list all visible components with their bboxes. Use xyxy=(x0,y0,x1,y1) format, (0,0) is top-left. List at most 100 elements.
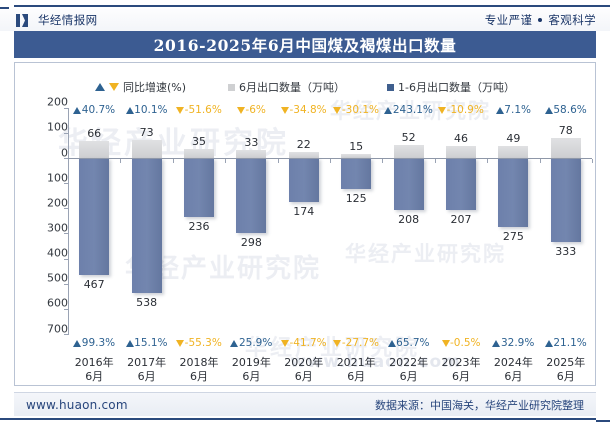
x-axis-tick-mark xyxy=(120,159,122,163)
chart-legend: 同比增速(%) 6月出口数量（万吨） 1-6月出口数量（万吨） xyxy=(14,76,596,98)
bar-june-export[interactable] xyxy=(236,149,267,158)
bar-label-cumulative-export: 125 xyxy=(345,192,367,206)
legend-item-cumulative[interactable]: 1-6月出口数量（万吨） xyxy=(387,79,515,95)
triangle-up-icon xyxy=(492,340,501,348)
bar-june-export[interactable] xyxy=(341,154,372,158)
growth-label-cumulative: -55.3% xyxy=(165,338,233,349)
bar-june-export[interactable] xyxy=(446,146,476,158)
bar-cumulative-export[interactable] xyxy=(131,158,162,294)
y-axis-tick-mark xyxy=(64,183,69,185)
blue-square-icon xyxy=(387,83,395,91)
y-axis-tick-label: 500 xyxy=(47,271,68,285)
bar-cumulative-export[interactable] xyxy=(236,158,267,233)
bar-june-export[interactable] xyxy=(393,144,424,158)
bar-group[interactable]: 52 208 243.1% 65.7% 2022年 6月 xyxy=(384,62,433,386)
bar-label-cumulative-export: 236 xyxy=(188,220,210,234)
growth-label-june: -51.6% xyxy=(165,105,233,116)
bar-label-cumulative-export: 538 xyxy=(136,296,158,310)
bottom-rule-notch xyxy=(596,416,610,422)
x-axis-tick-mark xyxy=(487,159,489,163)
footer-bar: www.huaon.com 数据来源：中国海关，华经产业研究院整理 xyxy=(14,392,596,416)
x-axis-tick-mark xyxy=(592,159,593,163)
bar-cumulative-export[interactable] xyxy=(446,158,476,211)
bar-group[interactable]: 33 298 -6% 25.9% 2019年 6月 xyxy=(230,62,272,386)
bar-group[interactable]: 49 275 7.1% 32.9% 2024年 6月 xyxy=(492,62,534,386)
bar-label-cumulative-export: 208 xyxy=(398,213,420,227)
bar-label-cumulative-export: 298 xyxy=(240,235,262,249)
plot-bars-area: 66 467 40.7% 99.3% 2016年 6月 73 538 10.1% 15.1% 201… xyxy=(68,62,592,386)
bar-cumulative-export[interactable] xyxy=(393,158,424,211)
y-axis-tick-label: 300 xyxy=(47,221,68,235)
triangle-down-icon xyxy=(441,340,450,348)
x-axis-category-label: 2016年 6月 xyxy=(74,356,114,383)
legend-label-growth: 同比增速(%) xyxy=(122,81,187,94)
bar-cumulative-export[interactable] xyxy=(550,158,581,242)
bar-cumulative-export[interactable] xyxy=(184,158,214,218)
slogan-right: 客观科学 xyxy=(548,13,596,27)
triangle-down-icon xyxy=(108,83,119,91)
bar-group[interactable]: 78 333 58.6% 21.1% 2025年 6月 xyxy=(544,62,587,386)
y-axis-tick-mark xyxy=(64,132,69,134)
triangle-down-icon xyxy=(438,106,447,114)
bottom-rule-line xyxy=(0,418,596,420)
bar-cumulative-export[interactable] xyxy=(79,158,110,276)
growth-label-cumulative: -41.7% xyxy=(270,338,338,349)
bar-cumulative-export[interactable] xyxy=(288,158,319,202)
y-axis-tick-label: 400 xyxy=(47,246,68,260)
footer-source: 数据来源：中国海关，华经产业研究院整理 xyxy=(375,398,584,412)
triangle-down-icon xyxy=(333,340,342,348)
bar-june-export[interactable] xyxy=(550,138,581,158)
bar-june-export[interactable] xyxy=(498,145,529,158)
y-axis-tick-label: 200 xyxy=(47,196,68,210)
x-axis-category-label: 2019年 6月 xyxy=(231,356,271,383)
bar-group[interactable]: 22 174 -34.8% -41.7% 2020年 6月 xyxy=(280,62,327,386)
legend-item-june[interactable]: 6月出口数量（万吨） xyxy=(228,79,345,95)
y-axis-tick-mark xyxy=(64,334,69,336)
triangle-down-icon xyxy=(280,106,289,114)
bar-group[interactable]: 73 538 10.1% 15.1% 2017年 6月 xyxy=(125,62,168,386)
growth-label-cumulative: -0.5% xyxy=(427,338,495,349)
growth-label-june: -30.1% xyxy=(322,105,390,116)
triangle-up-icon xyxy=(544,106,553,114)
growth-label-june: 40.7% xyxy=(60,105,128,116)
bar-group[interactable]: 46 207 -10.9% -0.5% 2023年 6月 xyxy=(438,62,484,386)
bar-june-export[interactable] xyxy=(79,141,110,158)
y-axis-tick-mark xyxy=(64,158,69,159)
y-axis-tick-label: 600 xyxy=(47,296,68,310)
x-axis-category-label: 2020年 6月 xyxy=(284,356,324,383)
slogan-left: 专业严谨 xyxy=(484,13,533,27)
zero-axis-line xyxy=(68,158,592,159)
triangle-down-icon xyxy=(280,340,289,348)
y-axis-line xyxy=(68,109,69,335)
bar-group[interactable]: 35 236 -51.6% -55.3% 2018年 6月 xyxy=(176,62,222,386)
triangle-up-icon xyxy=(73,340,82,348)
triangle-up-icon xyxy=(125,106,134,114)
legend-label-cumulative: 1-6月出口数量（万吨） xyxy=(398,81,515,94)
x-axis-category-label: 2021年 6月 xyxy=(336,356,376,383)
bar-group[interactable]: 66 467 40.7% 99.3% 2016年 6月 xyxy=(73,62,115,386)
top-rule-notch xyxy=(0,3,9,9)
x-axis-category-label: 2017年 6月 xyxy=(127,356,167,383)
bullet-dot-icon xyxy=(538,18,543,22)
bar-label-june-export: 15 xyxy=(349,140,364,154)
y-axis-tick-label: 0 xyxy=(61,146,68,159)
triangle-down-icon xyxy=(176,340,185,348)
x-axis-tick-mark xyxy=(68,159,69,163)
x-axis-tick-mark xyxy=(539,159,541,163)
x-axis-category-label: 2024年 6月 xyxy=(493,356,533,383)
legend-item-growth[interactable]: 同比增速(%) xyxy=(94,79,187,95)
x-axis-category-label: 2025年 6月 xyxy=(546,356,586,383)
legend-label-june: 6月出口数量（万吨） xyxy=(239,81,346,94)
growth-label-cumulative: -27.7% xyxy=(322,338,390,349)
bar-label-cumulative-export: 333 xyxy=(555,244,577,258)
growth-label-june: 58.6% xyxy=(532,105,600,116)
bar-june-export[interactable] xyxy=(288,152,319,158)
bar-june-export[interactable] xyxy=(131,139,162,158)
bar-cumulative-export[interactable] xyxy=(498,158,529,228)
footer-site-url[interactable]: www.huaon.com xyxy=(26,397,128,412)
bar-june-export[interactable] xyxy=(184,149,214,158)
bar-cumulative-export[interactable] xyxy=(341,158,372,190)
bar-label-june-export: 33 xyxy=(244,135,259,149)
bar-group[interactable]: 15 125 -30.1% -27.7% 2021年 6月 xyxy=(333,62,379,386)
y-axis-tick-mark xyxy=(64,283,69,285)
